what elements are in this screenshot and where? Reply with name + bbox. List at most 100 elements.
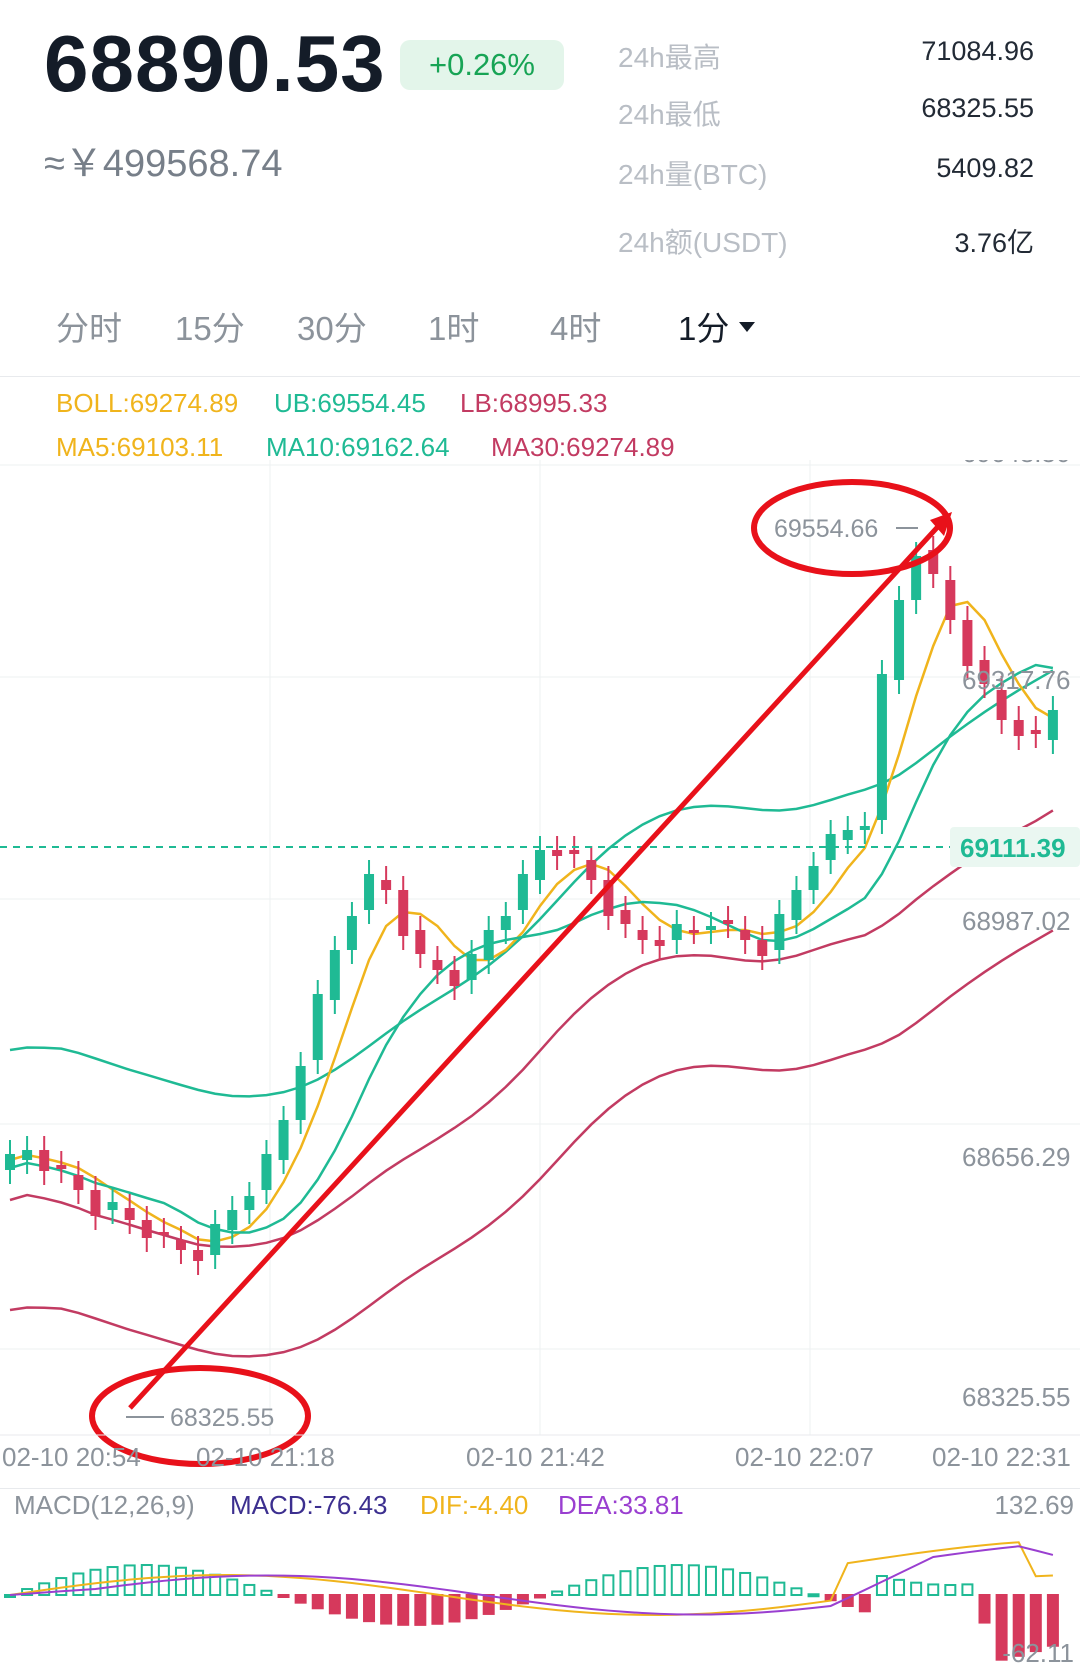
candle-body	[1047, 710, 1058, 740]
candle-body	[654, 940, 665, 946]
macd-bar	[243, 1583, 256, 1596]
dea-line	[9, 1545, 1054, 1616]
candle-body	[312, 994, 323, 1060]
candle-body	[979, 660, 990, 684]
tab-30m[interactable]: 30分	[297, 310, 367, 347]
macd-bar	[1046, 1594, 1059, 1647]
candle-body	[825, 834, 836, 860]
candle-body	[859, 826, 870, 830]
candlestick-chart[interactable]: 69111.39 69648.50 69317.76 68987.02 6865…	[0, 460, 1080, 1490]
macd-bar	[687, 1564, 700, 1596]
candle-body	[723, 920, 734, 924]
macd-bar	[380, 1594, 393, 1625]
candle-body	[227, 1210, 238, 1230]
macd-bar	[619, 1570, 632, 1596]
candle-body	[552, 850, 563, 856]
ma5-value: MA5:69103.11	[56, 432, 224, 462]
macd-bar	[397, 1594, 410, 1626]
dif-value: DIF:-4.40	[420, 1490, 529, 1520]
tab-4h[interactable]: 4时	[550, 310, 602, 347]
candle-body	[876, 674, 887, 820]
macd-lines	[9, 1541, 1054, 1616]
boll-value: BOLL:69274.89	[56, 388, 239, 418]
candle-body	[671, 924, 682, 940]
macd-bar	[961, 1583, 974, 1596]
macd-bar	[790, 1587, 803, 1596]
candle-body	[1030, 730, 1041, 734]
candle-body	[928, 550, 939, 574]
tab-timeshare[interactable]: 分时	[56, 310, 122, 347]
candle-body	[90, 1190, 101, 1216]
candle-body	[22, 1150, 33, 1160]
ma30-line	[9, 809, 1054, 1249]
macd-bar	[927, 1583, 940, 1596]
macd-bar	[773, 1581, 786, 1596]
macd-bar	[602, 1574, 615, 1596]
candle-body	[483, 930, 494, 960]
candle-body	[107, 1202, 118, 1210]
candle-body	[329, 950, 340, 1000]
candle-body	[962, 620, 973, 666]
candle-body	[278, 1120, 289, 1160]
indicator-lines	[9, 600, 1054, 1358]
macd-bar	[636, 1567, 649, 1596]
candle-body	[141, 1220, 152, 1238]
macd-bar	[1012, 1594, 1025, 1657]
candle-body	[73, 1175, 84, 1190]
macd-bar	[534, 1594, 546, 1599]
candle-body	[688, 930, 699, 933]
dea-value: DEA:33.81	[558, 1490, 684, 1520]
x-tick-label: 02-10 22:07	[735, 1442, 874, 1472]
change-badge: +0.26%	[400, 40, 564, 90]
macd-value: MACD:-76.43	[230, 1490, 388, 1520]
tab-1m[interactable]: 1分	[678, 302, 756, 350]
chart-grid	[0, 460, 1080, 1435]
tab-1h[interactable]: 1时	[428, 310, 480, 347]
macd-bar	[294, 1594, 307, 1604]
macd-bar	[756, 1576, 769, 1596]
dif-line	[9, 1541, 1053, 1616]
candle-body	[346, 916, 357, 950]
high-highlight-ellipse	[751, 479, 953, 577]
trend-arrow-line	[128, 518, 946, 1410]
candle-body	[740, 930, 751, 940]
candle-body	[603, 880, 614, 916]
candle-body	[56, 1165, 67, 1169]
candle-body	[398, 890, 409, 936]
macd-bar	[363, 1594, 376, 1623]
dropdown-caret-icon	[739, 322, 756, 333]
tab-15m[interactable]: 15分	[175, 310, 245, 347]
candle-body	[757, 940, 768, 956]
upper-band-line	[9, 669, 1054, 1098]
candle-body	[124, 1208, 135, 1220]
candle-body	[500, 916, 511, 930]
candle-body	[158, 1232, 169, 1235]
candle-body	[911, 556, 922, 600]
macd-bar	[345, 1594, 358, 1619]
stat-label-volume: 24h量(BTC)	[618, 159, 768, 190]
macd-bar	[482, 1594, 495, 1615]
macd-divider	[0, 1488, 1080, 1489]
macd-bar	[465, 1594, 478, 1620]
macd-bar	[875, 1574, 888, 1596]
current-price-label: 69111.39	[960, 833, 1066, 863]
candle-body	[381, 880, 392, 890]
low-highlight-ellipse	[89, 1365, 311, 1467]
macd-bar	[431, 1594, 444, 1625]
macd-bar	[995, 1594, 1008, 1661]
candle-body	[5, 1154, 15, 1170]
current-price-tag	[950, 827, 1080, 867]
macd-bar	[858, 1594, 871, 1613]
stat-value-volume: 5409.82	[936, 153, 1034, 183]
macd-bar	[704, 1565, 717, 1596]
macd-histogram	[4, 1564, 1059, 1661]
stat-value-turnover: 3.76亿	[954, 228, 1034, 258]
candle-body	[1013, 720, 1024, 736]
macd-bar	[1029, 1594, 1042, 1653]
last-price: 68890.53	[44, 19, 386, 108]
candle-body	[175, 1240, 186, 1250]
macd-chart	[4, 1541, 1059, 1661]
candle-body	[210, 1224, 221, 1255]
macd-bar	[910, 1581, 923, 1596]
stat-value-low: 68325.55	[921, 93, 1034, 123]
